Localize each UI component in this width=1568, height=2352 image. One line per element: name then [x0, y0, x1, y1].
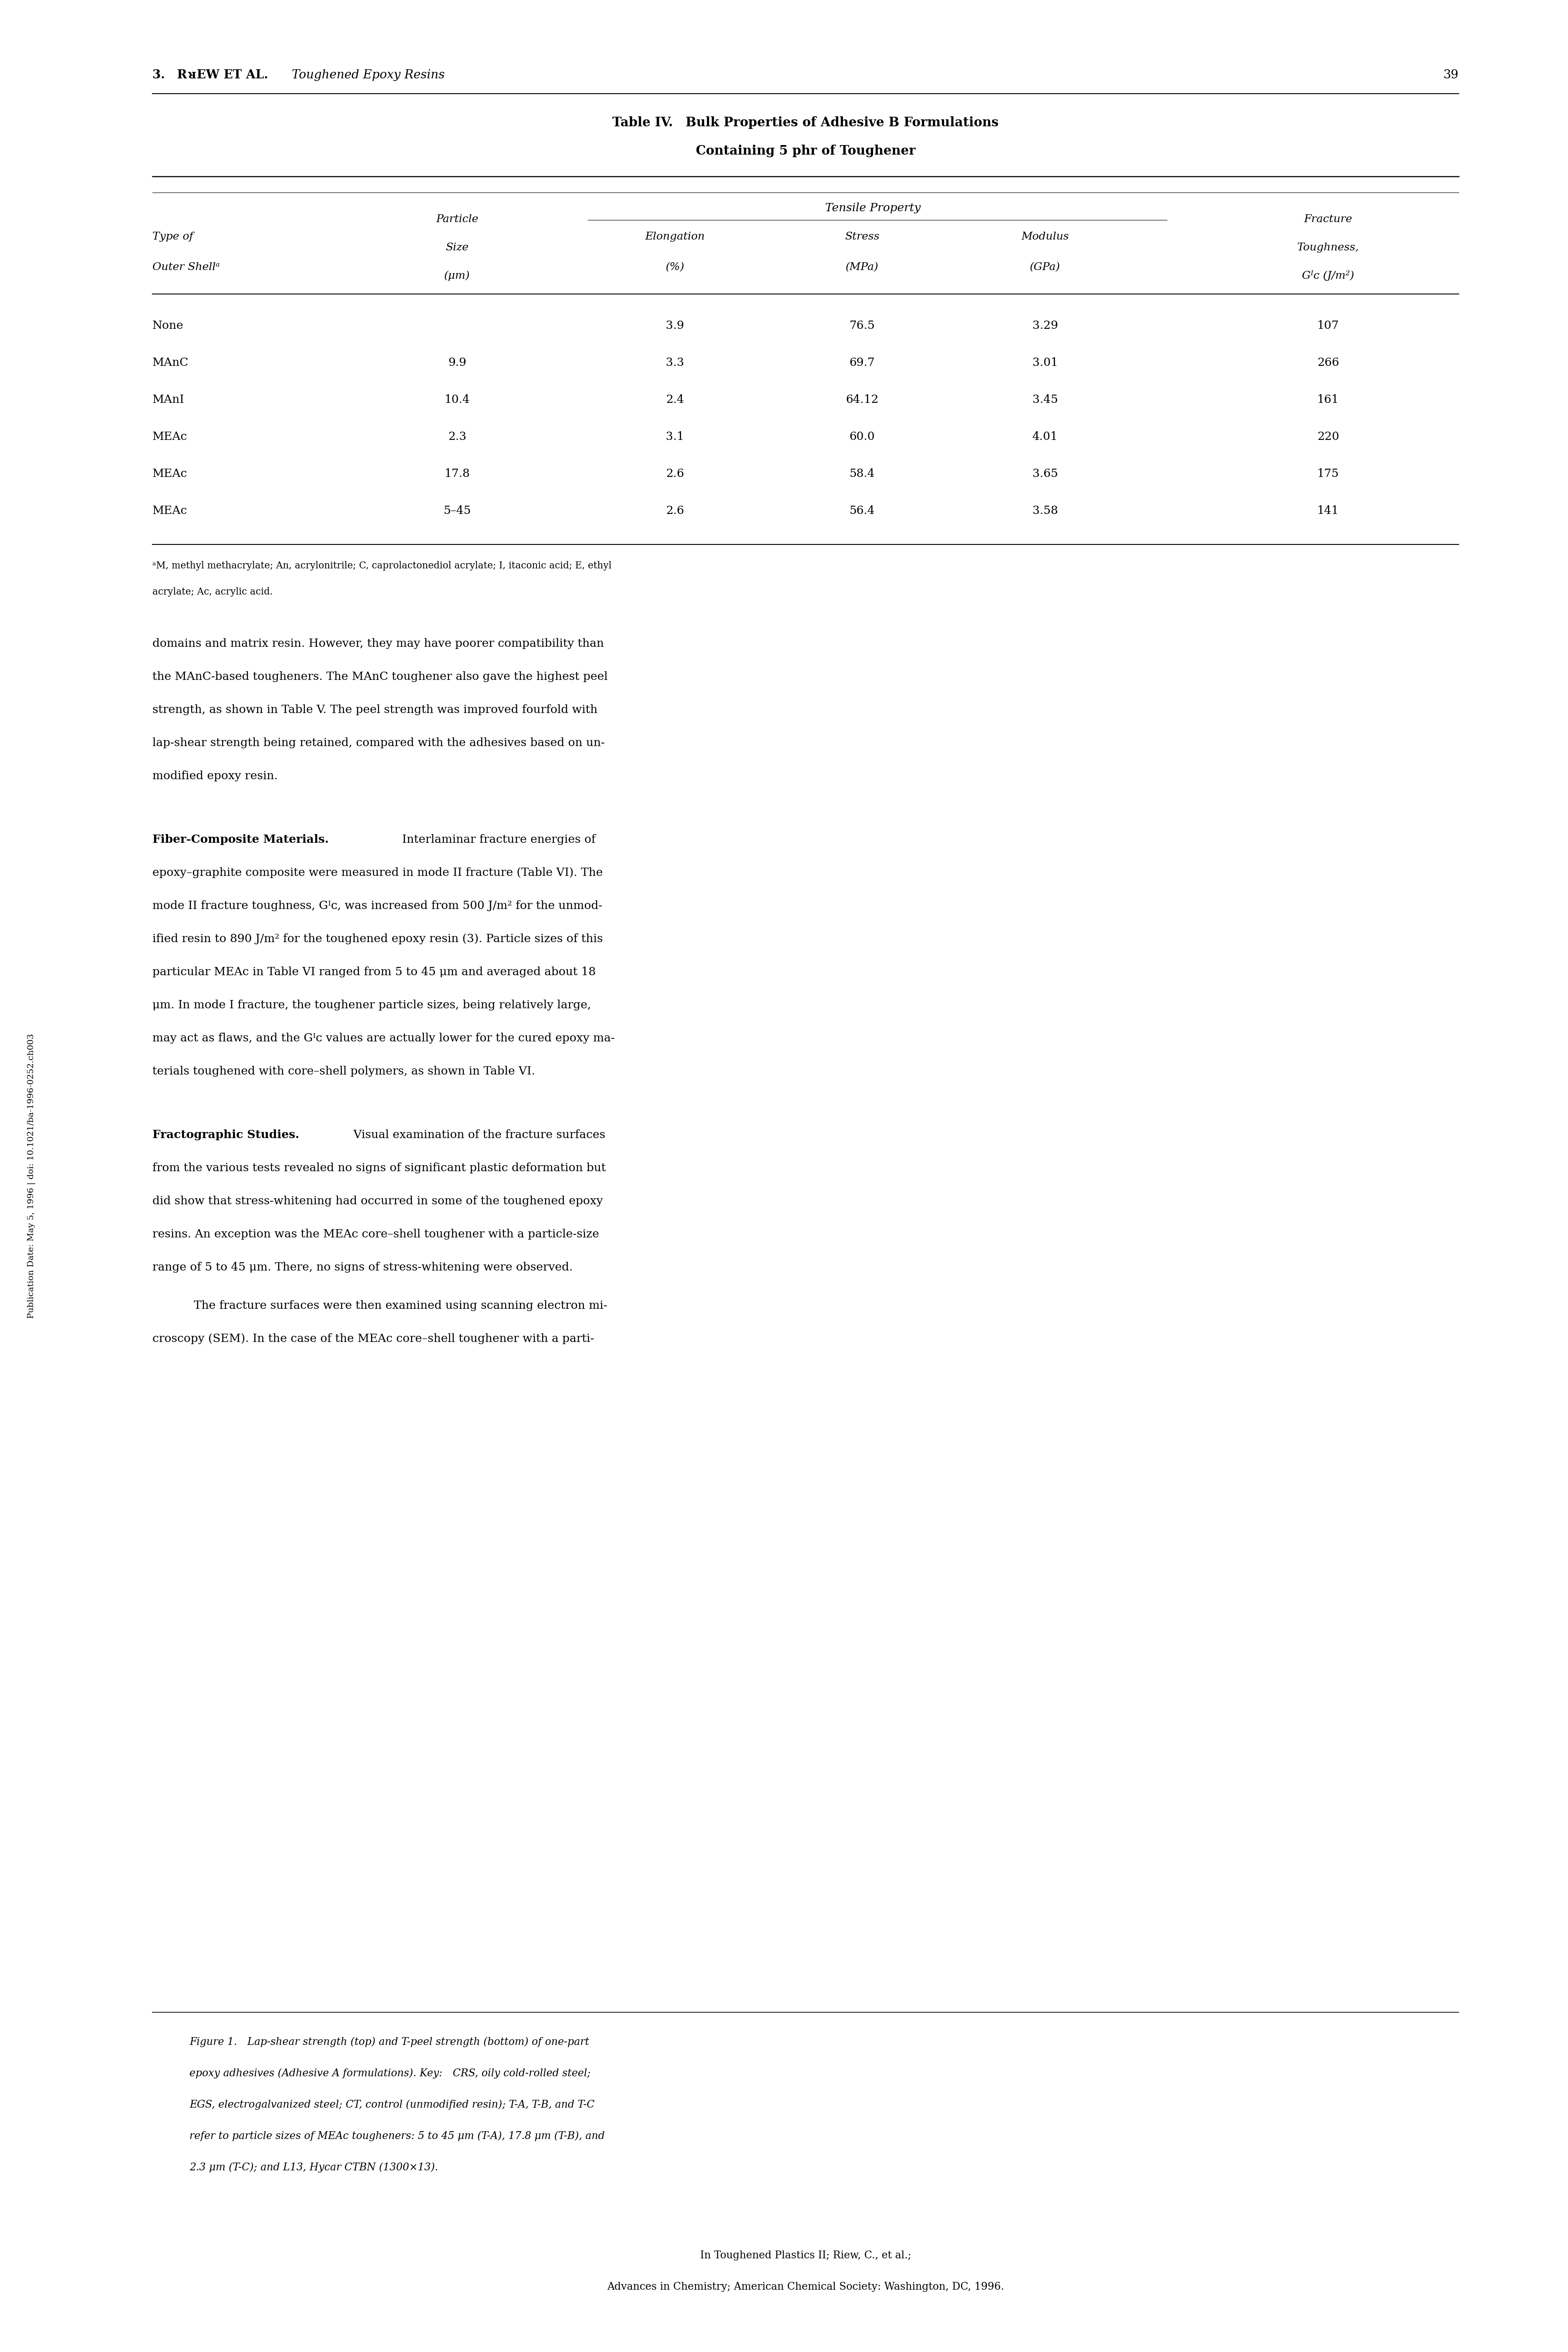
Text: Fiber-Composite Materials.: Fiber-Composite Materials.	[152, 835, 329, 844]
Text: Particle: Particle	[436, 214, 478, 223]
Text: resins. An exception was the MEAc core–shell toughener with a particle-size: resins. An exception was the MEAc core–s…	[152, 1228, 599, 1240]
Text: 56.4: 56.4	[850, 506, 875, 515]
Text: modified epoxy resin.: modified epoxy resin.	[152, 771, 278, 781]
Text: (%): (%)	[665, 261, 684, 273]
Text: Fractographic Studies.: Fractographic Studies.	[152, 1129, 299, 1141]
Text: 2.6: 2.6	[666, 468, 684, 480]
Text: Modulus: Modulus	[1021, 233, 1069, 242]
Text: 2.3 μm (T-C); and L13, Hycar CTBN (1300×13).: 2.3 μm (T-C); and L13, Hycar CTBN (1300×…	[190, 2161, 437, 2173]
Text: Visual examination of the fracture surfaces: Visual examination of the fracture surfa…	[347, 1129, 605, 1141]
Text: Outer Shellᵃ: Outer Shellᵃ	[152, 261, 220, 273]
Text: 76.5: 76.5	[850, 320, 875, 332]
Text: 69.7: 69.7	[850, 358, 875, 367]
Text: Advances in Chemistry; American Chemical Society: Washington, DC, 1996.: Advances in Chemistry; American Chemical…	[607, 2281, 1004, 2291]
Text: range of 5 to 45 μm. There, no signs of stress-whitening were observed.: range of 5 to 45 μm. There, no signs of …	[152, 1261, 572, 1272]
Text: strength, as shown in Table V. The peel strength was improved fourfold with: strength, as shown in Table V. The peel …	[152, 703, 597, 715]
Text: the MAnC-based tougheners. The MAnC toughener also gave the highest peel: the MAnC-based tougheners. The MAnC toug…	[152, 670, 608, 682]
Text: 107: 107	[1317, 320, 1339, 332]
Text: Figure 1. Lap-shear strength (top) and T-peel strength (bottom) of one-part: Figure 1. Lap-shear strength (top) and T…	[190, 2037, 590, 2046]
Text: 175: 175	[1317, 468, 1339, 480]
Text: μm. In mode I fracture, the toughener particle sizes, being relatively large,: μm. In mode I fracture, the toughener pa…	[152, 1000, 591, 1011]
Text: acrylate; Ac, acrylic acid.: acrylate; Ac, acrylic acid.	[152, 588, 273, 597]
Text: 60.0: 60.0	[850, 430, 875, 442]
Text: 3.3: 3.3	[666, 358, 684, 367]
Text: epoxy adhesives (Adhesive A formulations). Key: CRS, oily cold-rolled steel;: epoxy adhesives (Adhesive A formulations…	[190, 2067, 591, 2079]
Text: 3.9: 3.9	[666, 320, 684, 332]
Text: 3. RᴚEW ET AL.: 3. RᴚEW ET AL.	[152, 68, 281, 80]
Text: ᵃM, methyl methacrylate; An, acrylonitrile; C, caprolactonediol acrylate; I, ita: ᵃM, methyl methacrylate; An, acrylonitri…	[152, 562, 612, 572]
Text: ified resin to 890 J/m² for the toughened epoxy resin (3). Particle sizes of thi: ified resin to 890 J/m² for the toughene…	[152, 934, 602, 943]
Text: Fracture: Fracture	[1305, 214, 1352, 223]
Text: MAnC: MAnC	[152, 358, 188, 367]
Text: 220: 220	[1317, 430, 1339, 442]
Text: 64.12: 64.12	[845, 395, 878, 405]
Text: 39: 39	[1444, 68, 1458, 80]
Text: 141: 141	[1317, 506, 1339, 515]
Text: Elongation: Elongation	[644, 233, 706, 242]
Text: 2.4: 2.4	[666, 395, 684, 405]
Text: Toughened Epoxy Resins: Toughened Epoxy Resins	[292, 68, 445, 80]
Text: 2.3: 2.3	[448, 430, 466, 442]
Text: 266: 266	[1317, 358, 1339, 367]
Text: 3.45: 3.45	[1032, 395, 1058, 405]
Text: 3.58: 3.58	[1032, 506, 1058, 515]
Text: 17.8: 17.8	[444, 468, 470, 480]
Text: Publication Date: May 5, 1996 | doi: 10.1021/ba-1996-0252.ch003: Publication Date: May 5, 1996 | doi: 10.…	[27, 1033, 36, 1319]
Text: The fracture surfaces were then examined using scanning electron mi-: The fracture surfaces were then examined…	[194, 1301, 607, 1310]
Text: croscopy (SEM). In the case of the MEAc core–shell toughener with a parti-: croscopy (SEM). In the case of the MEAc …	[152, 1334, 594, 1343]
Text: may act as flaws, and the Gᴵᴄ values are actually lower for the cured epoxy ma-: may act as flaws, and the Gᴵᴄ values are…	[152, 1033, 615, 1044]
Text: (GPa): (GPa)	[1030, 261, 1060, 273]
Text: MEAc: MEAc	[152, 430, 188, 442]
Text: MAnI: MAnI	[152, 395, 185, 405]
Text: Tensile Property: Tensile Property	[825, 202, 920, 214]
Text: Toughness,: Toughness,	[1297, 242, 1359, 252]
Text: Type of: Type of	[152, 233, 193, 242]
Text: lap-shear strength being retained, compared with the adhesives based on un-: lap-shear strength being retained, compa…	[152, 739, 605, 748]
Text: MEAc: MEAc	[152, 468, 188, 480]
Text: 58.4: 58.4	[850, 468, 875, 480]
Text: MEAc: MEAc	[152, 506, 188, 515]
Text: 161: 161	[1317, 395, 1339, 405]
Text: Interlaminar fracture energies of: Interlaminar fracture energies of	[398, 835, 596, 844]
Text: Stress: Stress	[845, 233, 880, 242]
Text: Containing 5 phr of Toughener: Containing 5 phr of Toughener	[696, 143, 916, 158]
Text: mode II fracture toughness, Gᴵᴄ, was increased from 500 J/m² for the unmod-: mode II fracture toughness, Gᴵᴄ, was inc…	[152, 901, 602, 910]
Text: (MPa): (MPa)	[845, 261, 878, 273]
Text: (μm): (μm)	[444, 270, 470, 280]
Text: particular MEAc in Table VI ranged from 5 to 45 μm and averaged about 18: particular MEAc in Table VI ranged from …	[152, 967, 596, 978]
Text: Table IV. Bulk Properties of Adhesive B Formulations: Table IV. Bulk Properties of Adhesive B …	[613, 115, 999, 129]
Text: 3.65: 3.65	[1032, 468, 1058, 480]
Text: None: None	[152, 320, 183, 332]
Text: domains and matrix resin. However, they may have poorer compatibility than: domains and matrix resin. However, they …	[152, 637, 604, 649]
Text: Size: Size	[445, 242, 469, 252]
Text: 3.01: 3.01	[1032, 358, 1058, 367]
Text: In Toughened Plastics II; Riew, C., et al.;: In Toughened Plastics II; Riew, C., et a…	[699, 2251, 911, 2260]
Text: 4.01: 4.01	[1032, 430, 1058, 442]
Text: 10.4: 10.4	[444, 395, 470, 405]
Text: 9.9: 9.9	[448, 358, 466, 367]
Text: did show that stress-whitening had occurred in some of the toughened epoxy: did show that stress-whitening had occur…	[152, 1195, 604, 1207]
Text: 3.29: 3.29	[1032, 320, 1058, 332]
Text: EGS, electrogalvanized steel; CT, control (unmodified resin); T-A, T-B, and T-C: EGS, electrogalvanized steel; CT, contro…	[190, 2100, 594, 2110]
Text: terials toughened with core–shell polymers, as shown in Table VI.: terials toughened with core–shell polyme…	[152, 1065, 535, 1077]
Text: epoxy–graphite composite were measured in mode II fracture (Table VI). The: epoxy–graphite composite were measured i…	[152, 868, 602, 877]
Text: 3.1: 3.1	[666, 430, 684, 442]
Text: refer to particle sizes of MEAc tougheners: 5 to 45 μm (T-A), 17.8 μm (T-B), and: refer to particle sizes of MEAc toughene…	[190, 2131, 605, 2140]
Text: 2.6: 2.6	[666, 506, 684, 515]
Text: 5–45: 5–45	[444, 506, 470, 515]
Text: Gᴵᴄ (J/m²): Gᴵᴄ (J/m²)	[1301, 270, 1355, 280]
Text: from the various tests revealed no signs of significant plastic deformation but: from the various tests revealed no signs…	[152, 1162, 605, 1174]
